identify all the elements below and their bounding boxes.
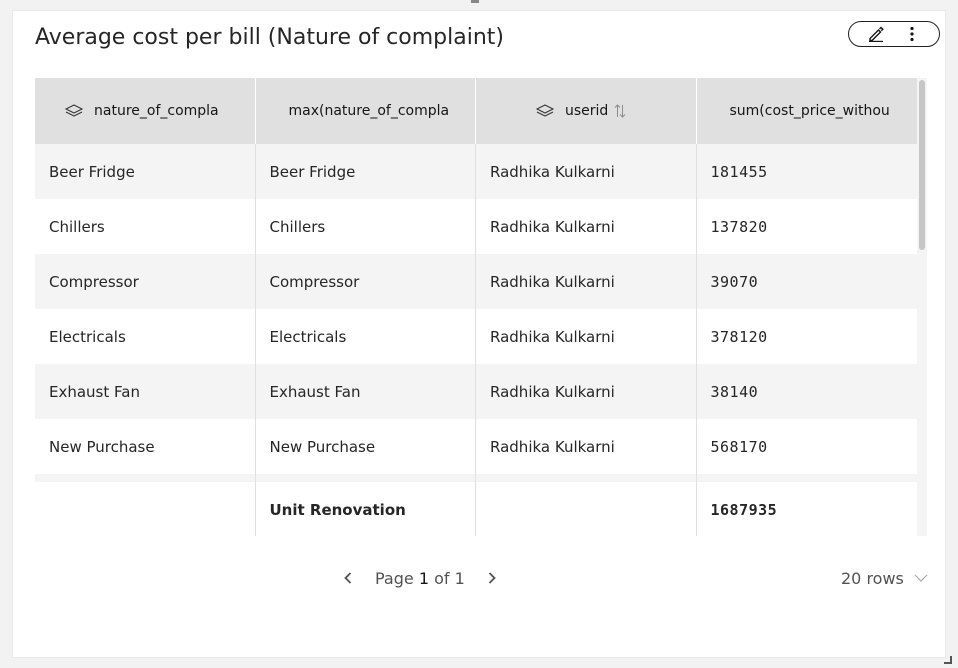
layers-icon xyxy=(65,103,85,119)
column-header-label: userid xyxy=(565,103,609,119)
table-cell: Beer Fridge xyxy=(35,144,256,199)
next-page-button[interactable] xyxy=(479,565,505,591)
table-row[interactable]: Electricals Electricals Radhika Kulkarni… xyxy=(35,309,917,364)
resize-handle-top[interactable] xyxy=(471,0,479,3)
table-body: Beer Fridge Beer Fridge Radhika Kulkarni… xyxy=(35,144,917,482)
footer-cell: 1687935 xyxy=(710,501,778,519)
table-cell: Radhika Kulkarni xyxy=(476,364,697,419)
column-header-nature-of-complaint[interactable]: nature_of_compla xyxy=(35,78,256,144)
table-cell: Exhaust Fan xyxy=(256,364,476,419)
table-cell-empty xyxy=(35,474,256,482)
table-header: nature_of_compla max(nature_of_compla us… xyxy=(35,78,917,144)
table-row[interactable]: Chillers Chillers Radhika Kulkarni 13782… xyxy=(35,199,917,254)
footer-cell xyxy=(35,482,256,536)
table-cell: 378120 xyxy=(710,327,768,346)
page-prefix: Page xyxy=(375,568,414,588)
current-page: 1 xyxy=(418,568,430,588)
total-pages: 1 xyxy=(454,568,465,588)
page-of-label: of xyxy=(434,568,450,588)
rows-per-page-label: 20 rows xyxy=(841,568,904,588)
table-cell: Radhika Kulkarni xyxy=(476,199,697,254)
resize-handle-corner[interactable] xyxy=(944,656,952,664)
vertical-scrollbar[interactable] xyxy=(917,78,927,536)
data-table: nature_of_compla max(nature_of_compla us… xyxy=(35,78,927,536)
rows-per-page-select[interactable]: 20 rows xyxy=(841,565,928,591)
table-row[interactable]: Compressor Compressor Radhika Kulkarni 3… xyxy=(35,254,917,309)
table-cell: Electricals xyxy=(256,309,476,364)
table-cell: 38140 xyxy=(710,382,759,401)
table-cell: Radhika Kulkarni xyxy=(476,419,697,474)
more-vertical-icon[interactable] xyxy=(903,25,921,43)
page-indicator: Page 1 of 1 xyxy=(375,569,465,588)
column-header-userid[interactable]: userid xyxy=(476,78,697,144)
widget-actions xyxy=(848,21,940,47)
column-header-sum-cost[interactable]: sum(cost_price_withou xyxy=(697,78,918,144)
table-cell: Radhika Kulkarni xyxy=(476,144,697,199)
table-cell: 568170 xyxy=(710,437,768,456)
pagination: Page 1 of 1 xyxy=(335,565,505,591)
layers-icon xyxy=(536,103,556,119)
column-header-label: max(nature_of_compla xyxy=(288,103,450,119)
table-cell: 137820 xyxy=(710,217,768,236)
column-header-label: nature_of_compla xyxy=(94,103,219,119)
table-row[interactable]: New Purchase New Purchase Radhika Kulkar… xyxy=(35,419,917,474)
table-cell: Compressor xyxy=(35,254,256,309)
table-cell: Radhika Kulkarni xyxy=(476,309,697,364)
chevron-right-icon xyxy=(488,572,496,584)
table-row-partial xyxy=(35,474,917,482)
table-cell: New Purchase xyxy=(256,419,476,474)
table-cell: New Purchase xyxy=(35,419,256,474)
edit-icon[interactable] xyxy=(867,25,885,43)
table-footer-row: Unit Renovation 1687935 xyxy=(35,482,917,536)
table-cell: Beer Fridge xyxy=(256,144,476,199)
table-cell: Exhaust Fan xyxy=(35,364,256,419)
table-cell: Compressor xyxy=(256,254,476,309)
table-cell-empty xyxy=(256,474,476,482)
table-cell: Electricals xyxy=(35,309,256,364)
table-row[interactable]: Beer Fridge Beer Fridge Radhika Kulkarni… xyxy=(35,144,917,199)
widget-card: Average cost per bill (Nature of complai… xyxy=(12,10,946,658)
table-cell-empty xyxy=(476,474,697,482)
footer-cell xyxy=(476,482,697,536)
widget-title: Average cost per bill (Nature of complai… xyxy=(35,25,504,50)
table-cell: 39070 xyxy=(710,272,759,291)
scrollbar-thumb[interactable] xyxy=(919,80,925,250)
table-cell: 181455 xyxy=(710,162,768,181)
column-header-label: sum(cost_price_withou xyxy=(729,103,890,119)
chevron-down-icon xyxy=(914,573,928,583)
table-cell: Chillers xyxy=(256,199,476,254)
table-cell-empty xyxy=(697,474,918,482)
table-cell: Radhika Kulkarni xyxy=(476,254,697,309)
table-cell: Chillers xyxy=(35,199,256,254)
footer-cell: Unit Renovation xyxy=(256,482,476,536)
previous-page-button[interactable] xyxy=(335,565,361,591)
chevron-left-icon xyxy=(344,572,352,584)
table-row[interactable]: Exhaust Fan Exhaust Fan Radhika Kulkarni… xyxy=(35,364,917,419)
sort-arrows-icon[interactable] xyxy=(614,103,626,119)
column-header-max-nature[interactable]: max(nature_of_compla xyxy=(256,78,476,144)
